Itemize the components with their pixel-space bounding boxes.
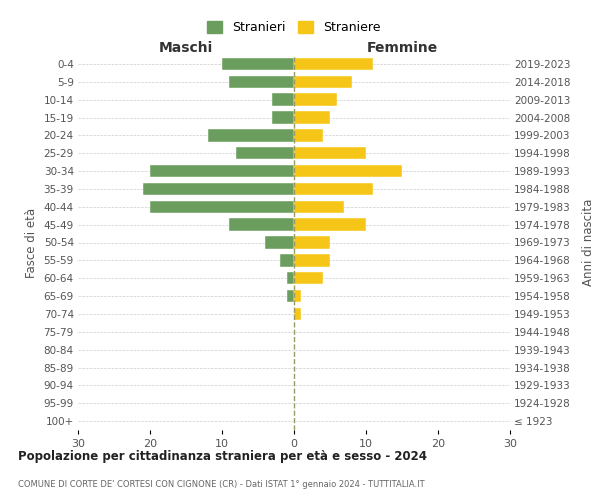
Y-axis label: Fasce di età: Fasce di età	[25, 208, 38, 278]
Bar	[222, 58, 294, 70]
Bar	[272, 94, 294, 106]
Bar	[294, 290, 301, 302]
Bar	[294, 254, 330, 266]
Bar	[287, 272, 294, 284]
Text: Femmine: Femmine	[367, 41, 437, 55]
Y-axis label: Anni di nascita: Anni di nascita	[582, 199, 595, 286]
Bar	[208, 129, 294, 141]
Bar	[265, 236, 294, 248]
Bar	[294, 112, 330, 124]
Bar	[150, 165, 294, 177]
Bar	[280, 254, 294, 266]
Bar	[150, 200, 294, 213]
Bar	[229, 76, 294, 88]
Bar	[294, 236, 330, 248]
Bar	[294, 147, 366, 160]
Bar	[294, 272, 323, 284]
Bar	[294, 76, 352, 88]
Bar	[294, 165, 402, 177]
Bar	[272, 112, 294, 124]
Bar	[143, 182, 294, 195]
Text: COMUNE DI CORTE DE' CORTESI CON CIGNONE (CR) - Dati ISTAT 1° gennaio 2024 - TUTT: COMUNE DI CORTE DE' CORTESI CON CIGNONE …	[18, 480, 425, 489]
Bar	[229, 218, 294, 231]
Legend: Stranieri, Straniere: Stranieri, Straniere	[202, 16, 386, 39]
Bar	[294, 129, 323, 141]
Bar	[294, 94, 337, 106]
Bar	[294, 58, 373, 70]
Text: Popolazione per cittadinanza straniera per età e sesso - 2024: Popolazione per cittadinanza straniera p…	[18, 450, 427, 463]
Text: Maschi: Maschi	[159, 41, 213, 55]
Bar	[294, 200, 344, 213]
Bar	[287, 290, 294, 302]
Bar	[294, 308, 301, 320]
Bar	[236, 147, 294, 160]
Bar	[294, 218, 366, 231]
Bar	[294, 182, 373, 195]
